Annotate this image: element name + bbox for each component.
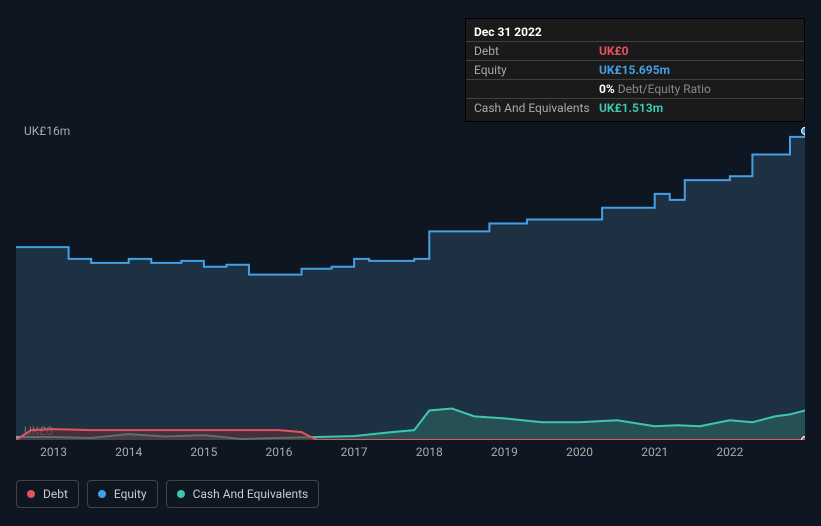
tooltip-ratio-pct: 0% bbox=[599, 82, 615, 96]
tooltip-val: UK£15.695m bbox=[599, 63, 796, 77]
x-axis-tick: 2013 bbox=[40, 445, 67, 459]
debt-swatch-icon bbox=[27, 490, 35, 498]
legend-item-equity[interactable]: Equity bbox=[87, 480, 158, 508]
x-axis-tick: 2020 bbox=[566, 445, 593, 459]
tooltip-date-row: Dec 31 2022 bbox=[466, 23, 804, 42]
cursor-marker-equity bbox=[802, 127, 806, 134]
x-axis-tick: 2018 bbox=[416, 445, 443, 459]
x-axis-tick: 2021 bbox=[641, 445, 668, 459]
tooltip-cash-key: Cash And Equivalents bbox=[474, 101, 599, 115]
legend-label-equity: Equity bbox=[114, 487, 147, 501]
tooltip-ratio-label: Debt/Equity Ratio bbox=[618, 82, 711, 96]
tooltip-ratio-row: 0% Debt/Equity Ratio bbox=[466, 80, 804, 99]
legend: Debt Equity Cash And Equivalents bbox=[16, 480, 319, 508]
equity-swatch-icon bbox=[98, 490, 106, 498]
legend-label-cash: Cash And Equivalents bbox=[193, 487, 309, 501]
x-axis-tick: 2015 bbox=[190, 445, 217, 459]
chart-container: Dec 31 2022 DebtUK£0EquityUK£15.695m 0% … bbox=[0, 0, 821, 526]
tooltip-row: DebtUK£0 bbox=[466, 42, 804, 61]
tooltip-cash-val: UK£1.513m bbox=[599, 101, 796, 115]
chart-tooltip: Dec 31 2022 DebtUK£0EquityUK£15.695m 0% … bbox=[465, 18, 805, 122]
x-axis-tick: 2019 bbox=[491, 445, 518, 459]
tooltip-val: UK£0 bbox=[599, 44, 796, 58]
g-equity-area bbox=[16, 131, 805, 440]
tooltip-row: EquityUK£15.695m bbox=[466, 61, 804, 80]
legend-item-cash[interactable]: Cash And Equivalents bbox=[166, 480, 320, 508]
tooltip-date: Dec 31 2022 bbox=[474, 25, 599, 39]
legend-label-debt: Debt bbox=[43, 487, 68, 501]
x-axis-tick: 2016 bbox=[266, 445, 293, 459]
legend-item-debt[interactable]: Debt bbox=[16, 480, 79, 508]
tooltip-key: Debt bbox=[474, 44, 599, 58]
tooltip-key: Equity bbox=[474, 63, 599, 77]
x-axis-tick: 2022 bbox=[716, 445, 743, 459]
cash-swatch-icon bbox=[177, 490, 185, 498]
plot-area[interactable] bbox=[16, 125, 805, 440]
x-axis-tick: 2014 bbox=[115, 445, 142, 459]
x-axis-tick: 2017 bbox=[341, 445, 368, 459]
tooltip-cash-row: Cash And Equivalents UK£1.513m bbox=[466, 99, 804, 117]
plot-svg bbox=[16, 125, 805, 440]
